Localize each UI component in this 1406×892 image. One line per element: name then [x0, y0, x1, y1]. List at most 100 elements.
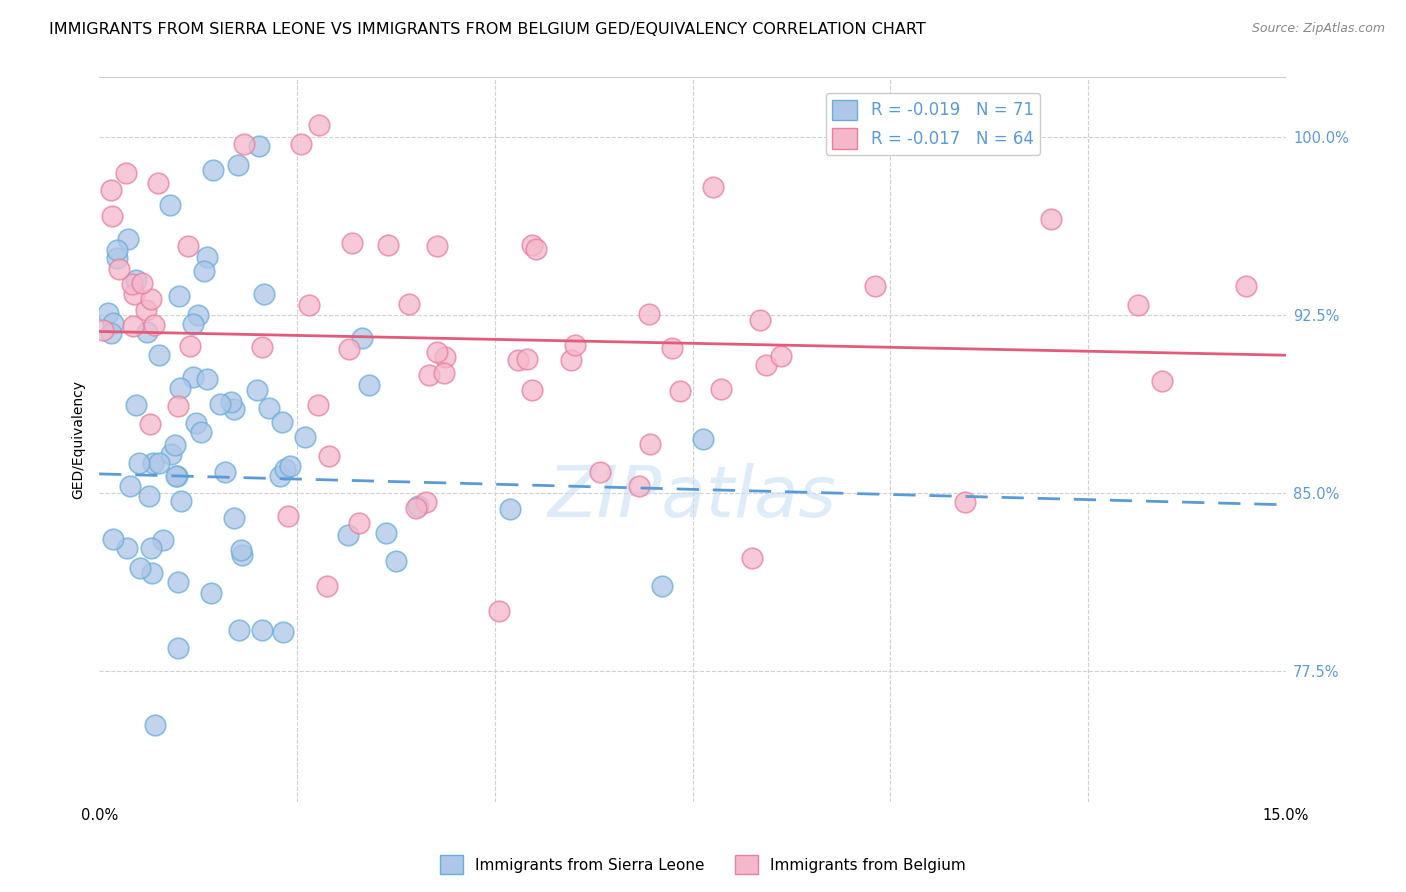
- Point: [277, 508, 299, 523]
- Point: [146, 177, 169, 191]
- Point: [638, 437, 661, 451]
- Point: [1236, 279, 1258, 293]
- Point: [224, 401, 246, 416]
- Point: [637, 307, 659, 321]
- Point: [131, 276, 153, 290]
- Point: [953, 494, 976, 508]
- Point: [108, 261, 131, 276]
- Point: [97, 306, 120, 320]
- Point: [308, 118, 330, 132]
- Point: [138, 489, 160, 503]
- Point: [103, 532, 125, 546]
- Point: [193, 264, 215, 278]
- Point: [209, 397, 232, 411]
- Point: [128, 456, 150, 470]
- Point: [195, 250, 218, 264]
- Point: [270, 415, 292, 429]
- Y-axis label: GED/Equivalency: GED/Equivalency: [72, 380, 86, 499]
- Point: [668, 384, 690, 398]
- Point: [1040, 212, 1063, 227]
- Point: [406, 499, 429, 513]
- Legend: Immigrants from Sierra Leone, Immigrants from Belgium: Immigrants from Sierra Leone, Immigrants…: [434, 849, 972, 880]
- Point: [748, 313, 770, 327]
- Point: [488, 604, 510, 618]
- Point: [374, 525, 396, 540]
- Point: [347, 516, 370, 531]
- Point: [702, 180, 724, 194]
- Point: [1126, 298, 1149, 312]
- Point: [141, 566, 163, 580]
- Point: [148, 348, 170, 362]
- Point: [692, 433, 714, 447]
- Point: [741, 550, 763, 565]
- Point: [136, 325, 159, 339]
- Point: [250, 623, 273, 637]
- Point: [100, 326, 122, 340]
- Point: [159, 197, 181, 211]
- Point: [165, 438, 187, 452]
- Point: [214, 465, 236, 479]
- Point: [1152, 374, 1174, 388]
- Point: [318, 449, 340, 463]
- Point: [195, 371, 218, 385]
- Point: [229, 543, 252, 558]
- Point: [560, 352, 582, 367]
- Point: [290, 137, 312, 152]
- Point: [179, 339, 201, 353]
- Point: [139, 417, 162, 432]
- Point: [222, 511, 245, 525]
- Point: [298, 298, 321, 312]
- Point: [508, 353, 530, 368]
- Point: [200, 586, 222, 600]
- Point: [117, 232, 139, 246]
- Point: [588, 465, 610, 479]
- Point: [337, 528, 360, 542]
- Point: [91, 323, 114, 337]
- Point: [143, 718, 166, 732]
- Point: [167, 640, 190, 655]
- Point: [651, 579, 673, 593]
- Point: [257, 401, 280, 415]
- Point: [105, 252, 128, 266]
- Point: [122, 318, 145, 333]
- Point: [865, 279, 887, 293]
- Point: [316, 579, 339, 593]
- Point: [177, 239, 200, 253]
- Point: [278, 458, 301, 473]
- Point: [139, 293, 162, 307]
- Point: [148, 456, 170, 470]
- Point: [125, 398, 148, 412]
- Point: [187, 308, 209, 322]
- Point: [274, 462, 297, 476]
- Point: [520, 237, 543, 252]
- Point: [250, 340, 273, 354]
- Point: [170, 493, 193, 508]
- Point: [122, 286, 145, 301]
- Point: [661, 341, 683, 355]
- Point: [516, 352, 538, 367]
- Point: [228, 624, 250, 638]
- Point: [232, 136, 254, 151]
- Point: [121, 277, 143, 292]
- Point: [564, 338, 586, 352]
- Point: [107, 243, 129, 257]
- Point: [101, 316, 124, 330]
- Point: [520, 384, 543, 398]
- Point: [307, 398, 329, 412]
- Point: [377, 237, 399, 252]
- Point: [115, 166, 138, 180]
- Point: [415, 495, 437, 509]
- Point: [231, 548, 253, 562]
- Point: [769, 349, 792, 363]
- Point: [184, 416, 207, 430]
- Point: [405, 500, 427, 515]
- Point: [252, 286, 274, 301]
- Point: [426, 344, 449, 359]
- Point: [294, 430, 316, 444]
- Point: [139, 541, 162, 555]
- Point: [247, 138, 270, 153]
- Point: [499, 502, 522, 516]
- Point: [166, 468, 188, 483]
- Point: [135, 303, 157, 318]
- Point: [228, 158, 250, 172]
